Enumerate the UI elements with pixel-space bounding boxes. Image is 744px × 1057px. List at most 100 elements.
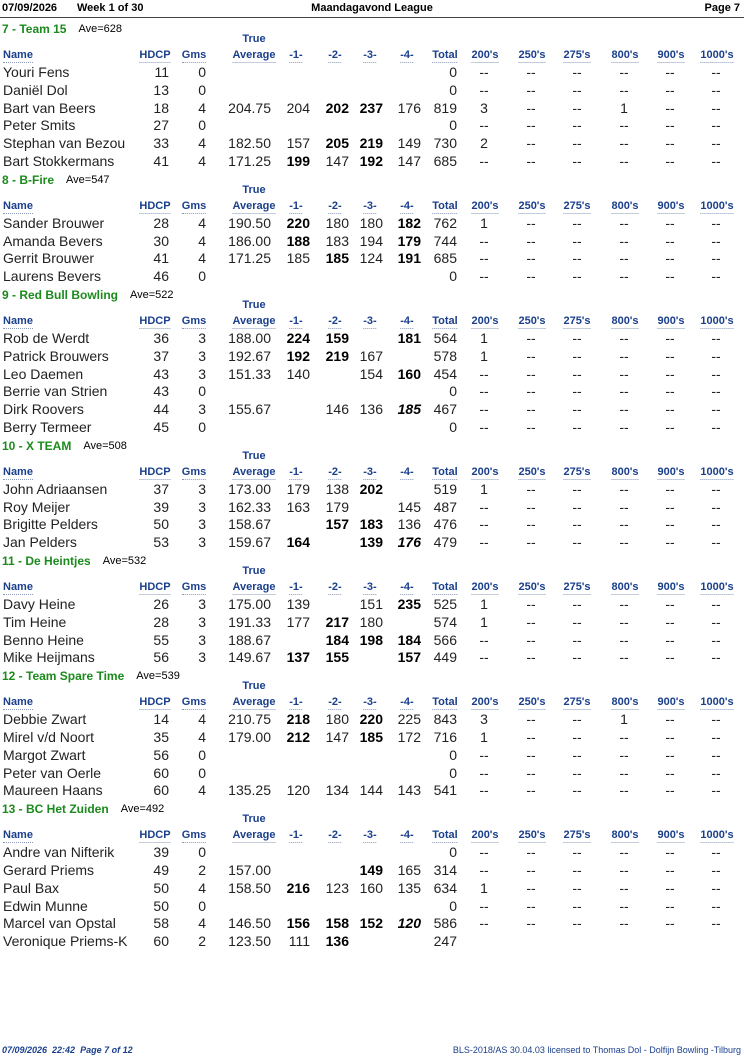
column-header: -4- xyxy=(400,465,414,480)
average: 192.67 xyxy=(228,347,271,364)
game-2: 185 xyxy=(325,250,349,267)
game-1: 137 xyxy=(286,649,310,666)
handicap: 37 xyxy=(153,347,169,364)
games: 4 xyxy=(198,232,206,249)
game-4: 182 xyxy=(397,214,421,231)
count-800: -- xyxy=(619,480,629,497)
count-275: -- xyxy=(572,613,582,630)
column-header: 250's xyxy=(518,199,546,214)
count-200: 3 xyxy=(480,99,488,116)
count-900: -- xyxy=(665,764,675,781)
player-name: Stephan van Bezou xyxy=(3,135,126,151)
game-4: 176 xyxy=(397,99,421,116)
count-200: 1 xyxy=(480,214,488,231)
game-2: 147 xyxy=(325,152,349,169)
count-275: -- xyxy=(572,596,582,612)
player-name: Berrie van Strien xyxy=(3,383,108,400)
games: 0 xyxy=(198,844,206,861)
player-name: Andre van Nifterik xyxy=(3,844,115,861)
column-header: -2- xyxy=(328,829,342,844)
count-275: -- xyxy=(572,117,582,134)
total: 574 xyxy=(433,613,457,630)
column-header: 800's xyxy=(611,829,639,844)
game-3: 180 xyxy=(359,613,383,630)
count-250: -- xyxy=(526,152,536,169)
count-800: -- xyxy=(619,401,629,417)
count-800: -- xyxy=(619,383,629,400)
count-900: -- xyxy=(665,879,675,896)
column-header: 900's xyxy=(657,49,685,63)
column-header: HDCP xyxy=(139,829,171,844)
game-2: 205 xyxy=(325,135,349,151)
column-header: 1000's xyxy=(700,465,734,480)
count-200: -- xyxy=(479,152,489,169)
column-header: -2- xyxy=(328,315,342,329)
player-name: Tim Heine xyxy=(3,613,67,630)
league-name: Maandagavond League xyxy=(311,2,433,14)
column-header: Average xyxy=(232,465,276,480)
game-2: 180 xyxy=(325,711,349,728)
column-header: -2- xyxy=(328,465,342,480)
total: 0 xyxy=(449,418,457,435)
count-800: -- xyxy=(619,117,629,134)
count-250: -- xyxy=(526,729,536,745)
game-4: 172 xyxy=(397,729,421,745)
game-1: 188 xyxy=(286,232,310,249)
count-800: -- xyxy=(619,418,629,435)
player-name: Gerrit Brouwer xyxy=(3,250,95,267)
count-1000: -- xyxy=(711,516,721,533)
column-header: -4- xyxy=(400,199,414,214)
count-275: -- xyxy=(572,862,582,878)
column-header: HDCP xyxy=(139,581,171,595)
count-250: -- xyxy=(526,81,536,98)
count-800: 1 xyxy=(620,711,628,728)
game-2: 217 xyxy=(325,613,349,630)
count-900: -- xyxy=(665,232,675,249)
player-name: Debbie Zwart xyxy=(3,711,87,728)
game-3: 237 xyxy=(359,99,383,116)
count-275: -- xyxy=(572,152,582,169)
count-1000: -- xyxy=(711,268,721,284)
team-title: 12 - Team Spare Time xyxy=(2,669,125,684)
team-title: 11 - De Heintjes xyxy=(2,554,91,568)
game-2: 219 xyxy=(325,347,349,364)
player-name: Benno Heine xyxy=(3,631,84,648)
count-200: -- xyxy=(479,64,489,80)
total: 564 xyxy=(433,330,457,346)
count-900: -- xyxy=(665,596,675,612)
count-800: -- xyxy=(619,631,629,648)
count-800: -- xyxy=(619,330,629,346)
count-200: -- xyxy=(479,232,489,249)
total: 685 xyxy=(433,250,457,267)
game-3: 154 xyxy=(359,365,383,382)
games: 2 xyxy=(198,862,206,878)
column-header: 900's xyxy=(657,199,685,214)
average: 149.67 xyxy=(228,649,271,666)
column-header: Name xyxy=(3,315,33,329)
count-800: -- xyxy=(619,879,629,896)
count-250: -- xyxy=(526,631,536,648)
column-header: Gms xyxy=(181,49,207,63)
games: 3 xyxy=(198,516,206,533)
game-4: 179 xyxy=(397,232,421,249)
count-800: -- xyxy=(619,764,629,781)
team-title: 7 - Team 15 xyxy=(2,22,67,36)
average: 123.50 xyxy=(228,933,271,949)
count-800: -- xyxy=(619,250,629,267)
count-800: -- xyxy=(619,152,629,169)
game-2: 146 xyxy=(325,401,349,417)
column-header: Gms xyxy=(181,696,207,711)
count-1000: -- xyxy=(711,649,721,666)
game-4: 176 xyxy=(397,534,421,550)
count-900: -- xyxy=(665,480,675,497)
column-header-top: True xyxy=(242,449,266,462)
count-1000: -- xyxy=(711,844,721,861)
report-date: 07/09/2026 xyxy=(2,2,58,14)
column-header: 250's xyxy=(518,581,546,595)
average: 146.50 xyxy=(228,915,271,932)
game-4: 120 xyxy=(397,915,421,932)
count-250: -- xyxy=(526,897,536,914)
count-250: -- xyxy=(526,232,536,249)
count-275: -- xyxy=(572,844,582,861)
